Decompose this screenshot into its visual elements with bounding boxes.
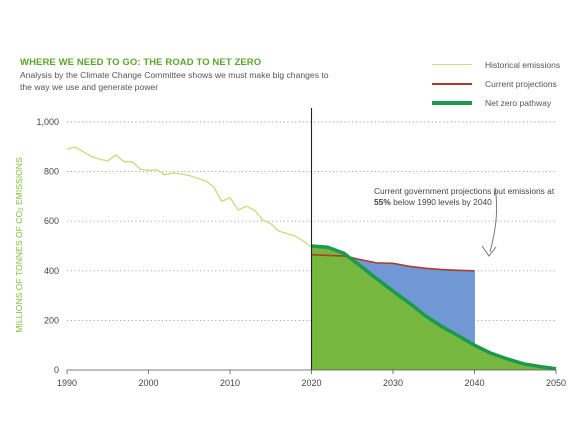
x-tick-label-3: 2020 [301,378,321,388]
axis-layer: 0 200 400 600 800 1,000 1990 2000 2010 2020 2030 20… [36,117,566,388]
legend-item-projections: Current projections [432,74,560,93]
chart-subtitle: Analysis by the Climate Change Committee… [20,70,329,92]
y-tick-label-4: 800 [44,167,59,177]
legend-swatch-historical [432,63,472,66]
legend-label-net-zero: Net zero pathway [485,97,552,108]
annotation-arrow [481,187,498,257]
line-layer [66,108,557,371]
chart-title: WHERE WE NEED TO GO: THE ROAD TO NET ZER… [20,57,262,68]
x-tick-label-2: 2010 [220,378,240,388]
series-historical-emissions [66,146,312,248]
x-tick-label-5: 2040 [464,378,484,388]
series-current-projections [311,253,475,272]
annotation-arrow-curve [489,187,498,253]
x-tick-label-0: 1990 [57,378,77,388]
legend: Historical emissions Current projections… [432,55,560,112]
y-tick-label-0: 0 [54,365,59,375]
area-layer [311,246,556,370]
legend-item-net-zero: Net zero pathway [432,93,560,112]
y-tick-label-5: 1,000 [36,117,59,127]
annotation-text-after: below 1990 levels by 2040 [390,197,492,207]
legend-item-historical: Historical emissions [432,55,560,74]
legend-swatch-projections [432,82,472,85]
legend-label-projections: Current projections [485,78,557,89]
series-net-zero-pathway [311,244,557,371]
x-tick-label-4: 2030 [383,378,403,388]
x-tick-label-6: 2050 [546,378,566,388]
projection-annotation: Current government projections put emiss… [374,186,559,208]
annotation-percent: 55% [374,197,391,207]
annotation-arrow-head [481,245,497,257]
y-tick-label-1: 200 [44,315,59,325]
y-tick-label-3: 600 [44,216,59,226]
legend-swatch-net-zero [432,100,472,105]
annotation-text-before: Current government projections put emiss… [374,186,555,196]
legend-label-historical: Historical emissions [485,59,561,70]
x-tick-label-1: 2000 [138,378,158,388]
y-tick-label-2: 400 [44,266,59,276]
